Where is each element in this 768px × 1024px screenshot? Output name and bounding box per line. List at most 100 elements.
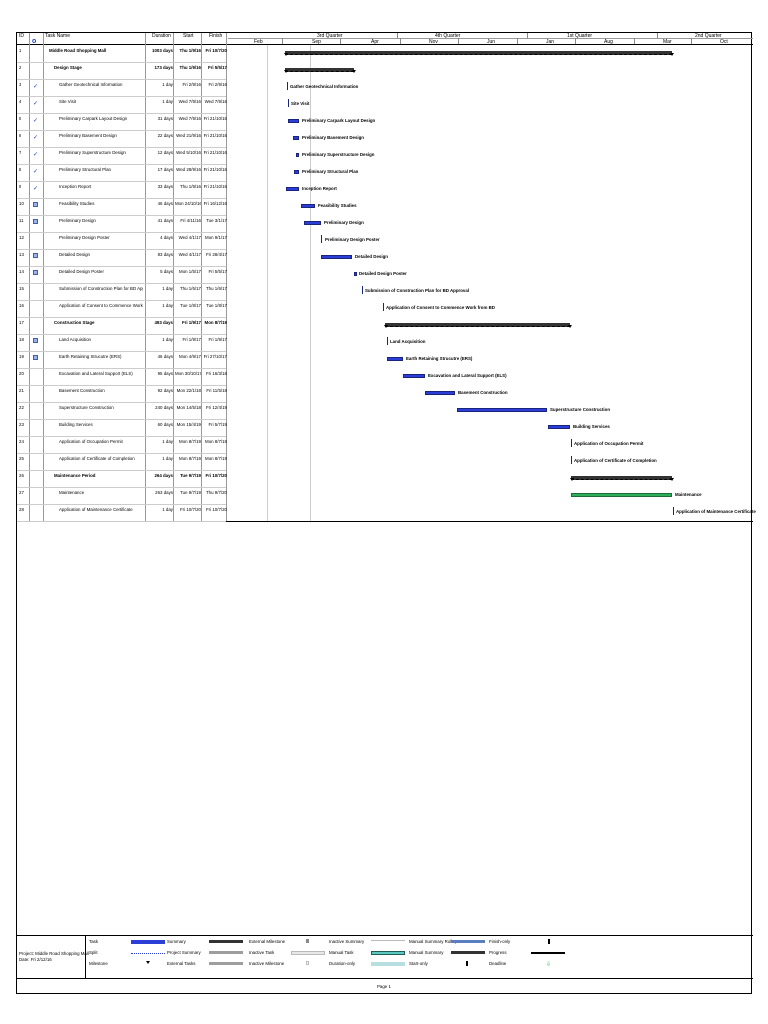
task-id: 3 xyxy=(19,82,22,87)
bar-label: Detailed Design xyxy=(355,254,388,259)
task-start: Mon 14/5/18 xyxy=(176,405,201,410)
task-duration: 46 days xyxy=(157,201,173,206)
task-duration: 95 days xyxy=(157,371,173,376)
bar-label: Submission of Construction Plan for BD A… xyxy=(365,288,469,293)
legend-label: Duration-only xyxy=(329,961,356,966)
task-id: 27 xyxy=(19,490,24,495)
chart-gridline xyxy=(267,45,268,521)
page-number: Page 1 xyxy=(377,984,391,989)
calendar-icon xyxy=(33,355,38,360)
connector-line xyxy=(383,303,384,311)
task-duration: 4 days xyxy=(160,235,173,240)
legend-label: Inactive Milestone xyxy=(249,961,285,966)
task-id: 10 xyxy=(19,201,24,206)
task-id: 26 xyxy=(19,473,24,478)
legend-swatch xyxy=(466,961,470,966)
month-tick xyxy=(458,38,459,44)
chart-gridline xyxy=(310,45,311,521)
task-name: Application of Occupation Permit xyxy=(59,439,123,444)
task-start: Mon 8/7/19 xyxy=(179,456,201,461)
task-duration: 1 day xyxy=(162,82,173,87)
completed-check-icon: ✓ xyxy=(33,135,39,141)
month-tick xyxy=(575,38,576,44)
legend-label: Project Summary xyxy=(167,950,201,955)
row-divider xyxy=(17,283,226,284)
completed-check-icon: ✓ xyxy=(33,186,39,192)
task-start: Tue 1/8/17 xyxy=(180,303,201,308)
task-finish: Fri 16/3/18 xyxy=(206,371,227,376)
bar-label: Preliminary Structural Plan xyxy=(302,169,359,174)
task-name: Building Services xyxy=(59,422,93,427)
task-start: Wed 4/1/17 xyxy=(178,235,201,240)
task-start: Wed 7/9/16 xyxy=(178,116,201,121)
task-finish: Mon 9/1/17 xyxy=(205,235,227,240)
bar-label: Basement Construction xyxy=(458,390,508,395)
task-duration: 1 day xyxy=(162,99,173,104)
task-start: Wed 21/9/16 xyxy=(176,133,201,138)
task-duration: 22 days xyxy=(157,133,173,138)
task-start: Wed 28/9/16 xyxy=(176,167,201,172)
task-bar xyxy=(296,153,299,157)
quarter-label: 3rd Quarter xyxy=(317,33,343,39)
task-name: Gather Geotechnical Information xyxy=(59,82,123,87)
task-duration: 240 days xyxy=(155,405,173,410)
task-finish: Fri 5/7/19 xyxy=(208,422,227,427)
task-finish: Fri 27/10/17 xyxy=(203,354,227,359)
row-divider xyxy=(17,181,226,182)
task-start: Tue 9/7/19 xyxy=(180,473,201,478)
task-bar xyxy=(293,136,299,140)
legend-swatch xyxy=(531,952,565,954)
task-start: Mon 15/4/19 xyxy=(176,422,201,427)
legend-divider xyxy=(85,935,86,978)
task-bar xyxy=(294,170,299,174)
completed-check-icon: ✓ xyxy=(33,84,39,90)
legend-swatch xyxy=(209,940,243,943)
bar-label: Land Acquisition xyxy=(390,339,426,344)
task-finish: Tue 3/1/17 xyxy=(206,218,227,223)
project-name: Project: Middle Road Shopping Mall xyxy=(19,951,89,956)
task-id: 17 xyxy=(19,320,24,325)
legend-swatch xyxy=(451,951,485,954)
task-name: Preliminary Carpark Layout Design xyxy=(59,116,128,121)
row-divider xyxy=(17,79,226,80)
row-divider xyxy=(17,62,226,63)
bar-label: Gather Geotechnical Information xyxy=(290,84,359,89)
task-name: Application of Consent to Commence Work … xyxy=(59,303,143,308)
info-icon: o xyxy=(32,38,37,45)
row-divider xyxy=(17,317,226,318)
bar-label: Preliminary Design xyxy=(324,220,364,225)
calendar-icon xyxy=(33,253,38,258)
calendar-icon xyxy=(33,338,38,343)
task-id: 22 xyxy=(19,405,24,410)
gantt-frame: Project: Middle Road Shopping Mall Date:… xyxy=(16,32,756,994)
task-duration: 1 day xyxy=(162,439,173,444)
task-id: 15 xyxy=(19,286,24,291)
row-divider xyxy=(17,436,226,437)
task-name: Submission of Construction Plan for BD A… xyxy=(59,286,143,291)
col-header-duration: Duration xyxy=(152,33,171,39)
row-divider xyxy=(17,113,226,114)
legend-label: Summary xyxy=(167,939,186,944)
task-duration: 41 days xyxy=(157,218,173,223)
task-id: 4 xyxy=(19,99,22,104)
row-divider xyxy=(17,334,226,335)
row-divider xyxy=(17,164,226,165)
summary-bar xyxy=(571,476,672,480)
task-id: 9 xyxy=(19,184,22,189)
quarter-tick xyxy=(527,33,528,38)
legend-swatch xyxy=(291,951,325,955)
task-start: Tue 9/7/19 xyxy=(180,490,201,495)
col-header-start: Start xyxy=(183,33,194,39)
task-start: Thu 1/9/16 xyxy=(179,65,201,70)
task-bar xyxy=(548,425,570,429)
bar-label: Earth Retaining Strucutre (ERS) xyxy=(406,356,473,361)
column-divider xyxy=(226,33,227,521)
legend-label: Finish-only xyxy=(489,939,511,944)
bar-label: Application of Occupation Permit xyxy=(574,441,644,446)
row-divider xyxy=(17,470,226,471)
task-name: Inception Report xyxy=(59,184,92,189)
task-name: Site Visit xyxy=(59,99,77,104)
calendar-icon xyxy=(33,202,38,207)
legend-swatch xyxy=(371,951,405,955)
col-header-task-name: Task Name xyxy=(45,33,71,39)
